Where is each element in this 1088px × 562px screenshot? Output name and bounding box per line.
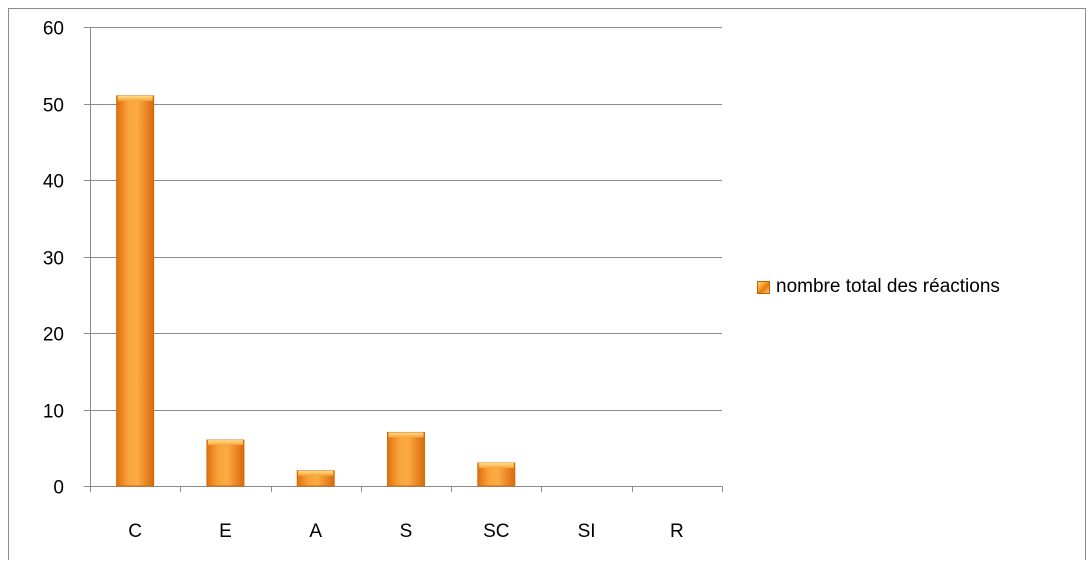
x-category-label: S <box>400 521 413 542</box>
x-category-label: R <box>670 521 684 542</box>
bar-body <box>387 431 425 487</box>
bar-body <box>116 95 155 487</box>
y-tick-label: 20 <box>43 325 64 346</box>
legend: nombre total des réactions <box>757 276 1000 298</box>
axis-labels: 0 10 20 30 40 50 60 C E A S SC SI R <box>43 19 684 543</box>
bar <box>477 462 516 487</box>
y-tick-label: 0 <box>53 478 64 499</box>
gridlines <box>90 27 722 411</box>
legend-label: nombre total des réactions <box>776 276 1000 297</box>
y-tick-label: 50 <box>43 96 64 117</box>
bar-highlight <box>388 432 424 438</box>
y-tick-label: 40 <box>43 172 64 193</box>
y-tick-label: 60 <box>43 19 64 40</box>
x-category-label: SI <box>578 521 596 542</box>
x-category-label: A <box>309 521 322 542</box>
bar-body <box>206 439 245 487</box>
y-tick-label: 10 <box>43 402 64 423</box>
chart-frame <box>8 8 1086 560</box>
legend-swatch <box>757 280 770 294</box>
bar-highlight <box>298 470 334 476</box>
bars <box>116 95 516 487</box>
y-tick-label: 30 <box>43 249 64 270</box>
bar <box>296 470 335 487</box>
axes <box>84 27 723 492</box>
bar-highlight <box>207 440 243 446</box>
bar <box>206 439 245 487</box>
bar-highlight <box>478 463 514 469</box>
x-category-label: E <box>219 521 232 542</box>
bar <box>387 431 425 487</box>
bar <box>116 95 155 487</box>
x-category-label: SC <box>483 521 509 542</box>
bar-highlight <box>117 95 153 101</box>
x-category-label: C <box>128 521 142 542</box>
